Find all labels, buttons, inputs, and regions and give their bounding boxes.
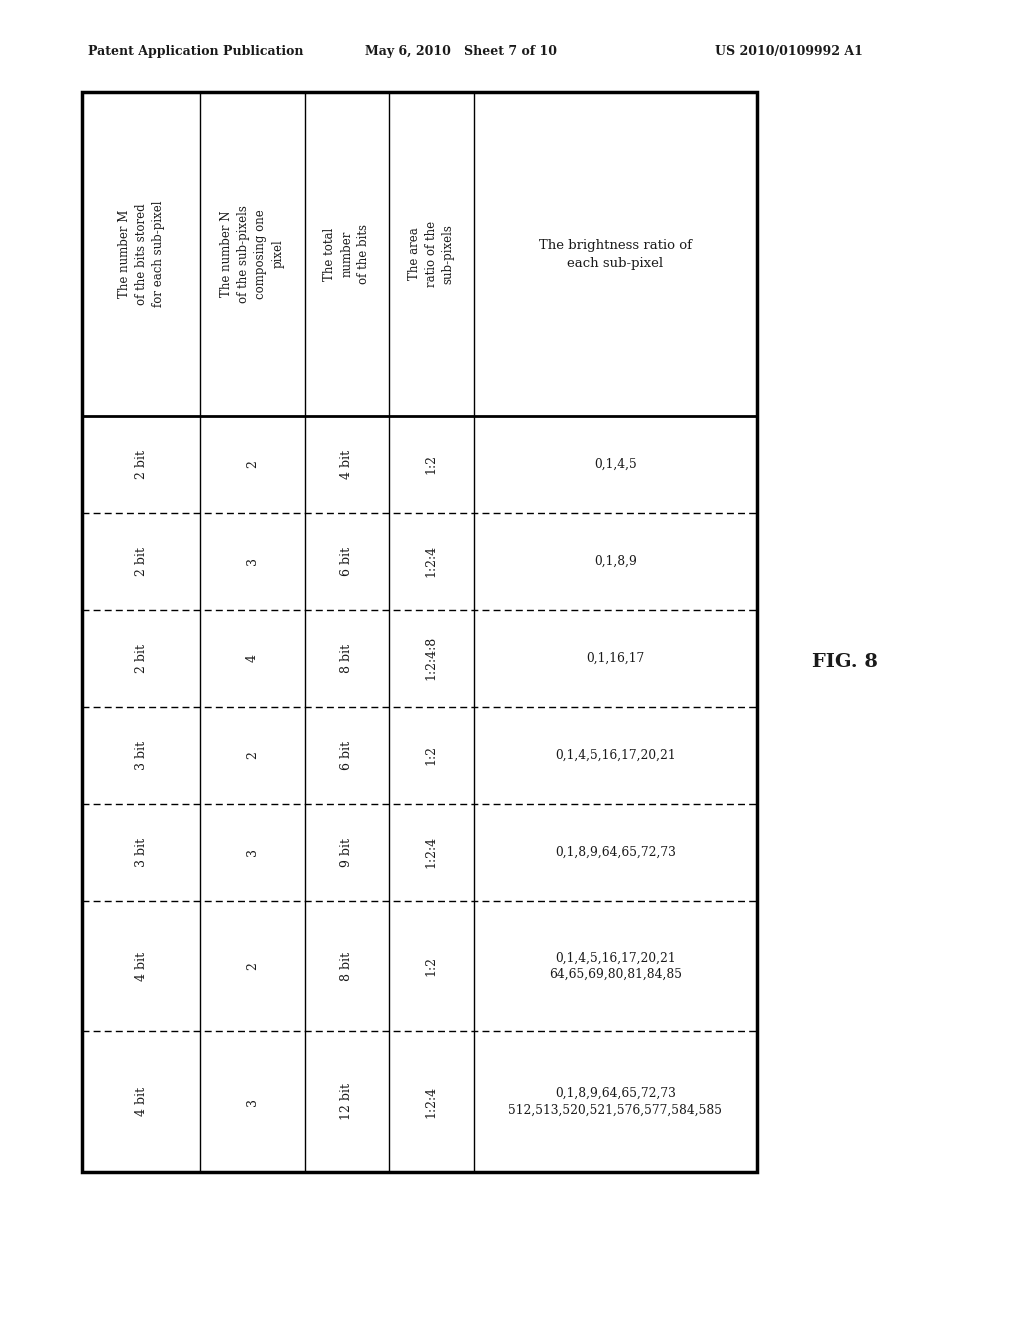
Text: The number N
of the sub-pixels
composing one
pixel: The number N of the sub-pixels composing… xyxy=(220,205,285,302)
Text: 1:2: 1:2 xyxy=(425,956,438,975)
Text: 1:2:4: 1:2:4 xyxy=(425,836,438,869)
Text: The total
number
of the bits: The total number of the bits xyxy=(324,224,371,284)
Text: Patent Application Publication: Patent Application Publication xyxy=(88,45,303,58)
Text: 0,1,4,5,16,17,20,21: 0,1,4,5,16,17,20,21 xyxy=(555,748,676,762)
Bar xyxy=(82,92,757,1172)
Text: 1:2:4:8: 1:2:4:8 xyxy=(425,636,438,680)
Text: FIG. 8: FIG. 8 xyxy=(812,653,878,671)
Text: 8 bit: 8 bit xyxy=(340,644,353,673)
Text: The brightness ratio of
each sub-pixel: The brightness ratio of each sub-pixel xyxy=(539,239,692,269)
Text: 3 bit: 3 bit xyxy=(134,741,147,770)
Text: 2: 2 xyxy=(246,461,259,469)
Text: 0,1,16,17: 0,1,16,17 xyxy=(586,652,644,665)
Text: 1:2: 1:2 xyxy=(425,746,438,766)
Text: 4: 4 xyxy=(246,655,259,663)
Text: The number M
of the bits stored
for each sub-pixel: The number M of the bits stored for each… xyxy=(118,201,165,308)
Text: 0,1,8,9,64,65,72,73
512,513,520,521,576,577,584,585: 0,1,8,9,64,65,72,73 512,513,520,521,576,… xyxy=(508,1086,722,1117)
Text: 0,1,8,9: 0,1,8,9 xyxy=(594,554,637,568)
Text: The area
ratio of the
sub-pixels: The area ratio of the sub-pixels xyxy=(408,220,455,286)
Text: 9 bit: 9 bit xyxy=(340,838,353,867)
Text: 1:2:4: 1:2:4 xyxy=(425,545,438,577)
Text: 4 bit: 4 bit xyxy=(134,952,147,981)
Text: US 2010/0109992 A1: US 2010/0109992 A1 xyxy=(715,45,863,58)
Text: 3: 3 xyxy=(246,1098,259,1106)
Text: 1:2:4: 1:2:4 xyxy=(425,1085,438,1118)
Text: 4 bit: 4 bit xyxy=(340,450,353,479)
Text: 3 bit: 3 bit xyxy=(134,838,147,867)
Text: May 6, 2010   Sheet 7 of 10: May 6, 2010 Sheet 7 of 10 xyxy=(365,45,557,58)
Text: 8 bit: 8 bit xyxy=(340,952,353,981)
Text: 2: 2 xyxy=(246,751,259,759)
Text: 6 bit: 6 bit xyxy=(340,546,353,576)
Text: 0,1,8,9,64,65,72,73: 0,1,8,9,64,65,72,73 xyxy=(555,846,676,858)
Text: 2 bit: 2 bit xyxy=(134,450,147,479)
Text: 1:2: 1:2 xyxy=(425,454,438,474)
Text: 6 bit: 6 bit xyxy=(340,741,353,770)
Text: 3: 3 xyxy=(246,557,259,565)
Text: 4 bit: 4 bit xyxy=(134,1088,147,1117)
Text: 2 bit: 2 bit xyxy=(134,546,147,576)
Text: 2 bit: 2 bit xyxy=(134,644,147,673)
Text: 0,1,4,5: 0,1,4,5 xyxy=(594,458,637,471)
Text: 3: 3 xyxy=(246,849,259,857)
Text: 2: 2 xyxy=(246,962,259,970)
Text: 12 bit: 12 bit xyxy=(340,1084,353,1121)
Text: 0,1,4,5,16,17,20,21
64,65,69,80,81,84,85: 0,1,4,5,16,17,20,21 64,65,69,80,81,84,85 xyxy=(549,952,682,981)
